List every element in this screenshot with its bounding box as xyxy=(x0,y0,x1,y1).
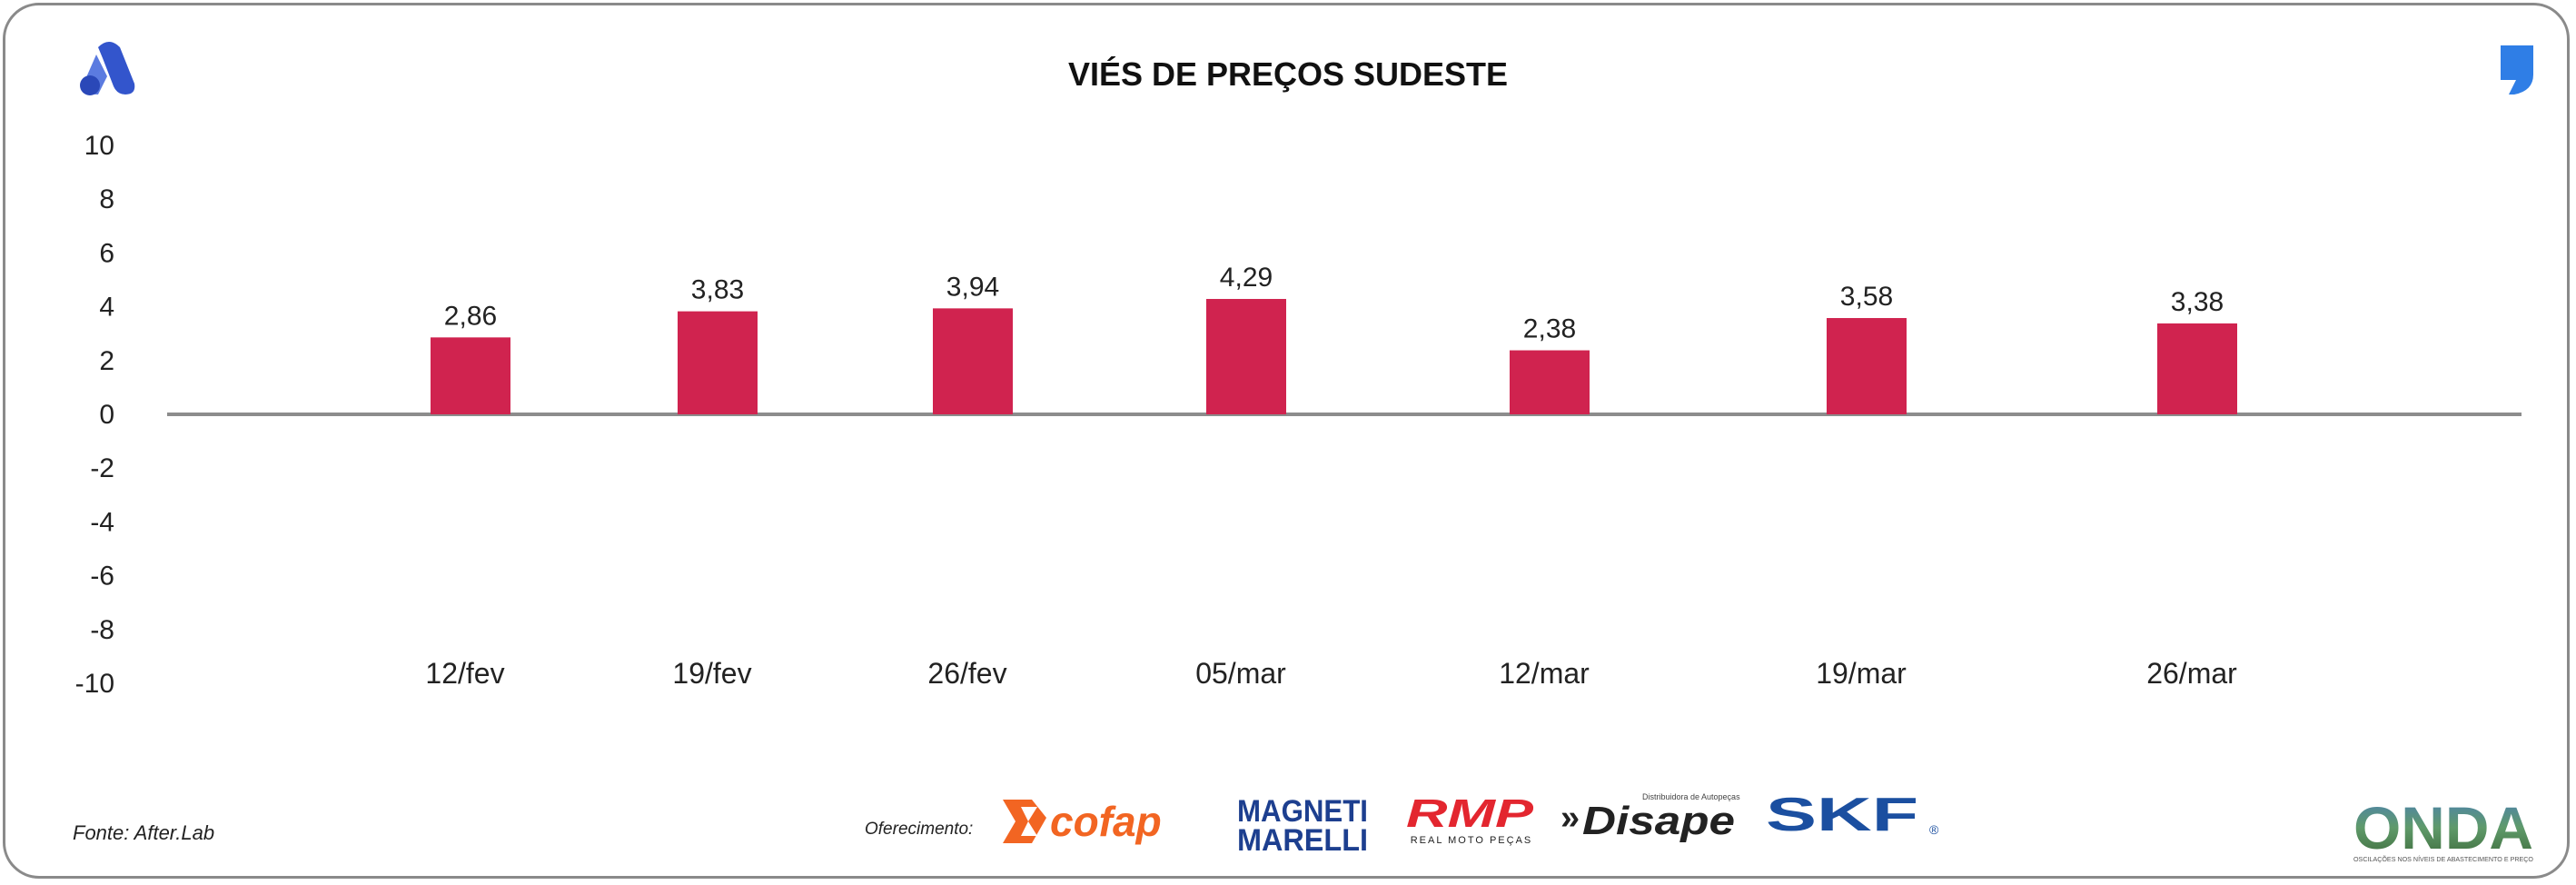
cofap-logo: cofap xyxy=(1003,798,1162,845)
svg-text:Distribuidora de Autopeças: Distribuidora de Autopeças xyxy=(1642,792,1740,801)
bar xyxy=(431,337,510,414)
y-tick-label: 6 xyxy=(99,238,114,268)
x-tick-label: 26/fev xyxy=(927,657,1006,690)
y-tick-label: 0 xyxy=(99,400,114,430)
sponsor-label: Oferecimento: xyxy=(865,820,973,839)
bar xyxy=(2157,323,2237,414)
bar-value-label: 4,29 xyxy=(1220,263,1273,293)
svg-text:ONDA: ONDA xyxy=(2353,794,2533,861)
bar xyxy=(1827,318,1907,414)
cofap-logo-text: cofap xyxy=(1050,798,1162,845)
svg-text:MARELLI: MARELLI xyxy=(1237,823,1368,858)
bar xyxy=(1206,299,1286,414)
chart-title: VIÉS DE PREÇOS SUDESTE xyxy=(1068,55,1508,93)
y-tick-label: -8 xyxy=(90,615,114,645)
bars xyxy=(431,299,2237,414)
bar-value-label: 3,94 xyxy=(946,272,999,302)
disape-chevrons: » xyxy=(1560,799,1580,837)
onda-logo: ONDA OSCILAÇÕES NOS NÍVEIS DE ABASTECIME… xyxy=(2353,794,2534,863)
y-tick-label: -2 xyxy=(90,453,114,483)
y-tick-label: -6 xyxy=(90,562,114,592)
svg-text:®: ® xyxy=(1929,822,1939,837)
y-axis-ticks: 10 8 6 4 2 0 -2 -4 -6 -8 -10 xyxy=(75,131,114,699)
y-tick-label: 8 xyxy=(99,184,114,214)
svg-text:SKF: SKF xyxy=(1766,789,1918,841)
bar-value-label: 3,83 xyxy=(691,275,744,305)
svg-text:RMP: RMP xyxy=(1406,791,1534,836)
y-tick-label: 10 xyxy=(84,131,114,161)
bar-value-label: 3,38 xyxy=(2171,287,2224,317)
x-tick-label: 12/mar xyxy=(1499,657,1590,690)
bar-value-label: 2,38 xyxy=(1523,314,1576,344)
y-tick-label: 2 xyxy=(99,346,114,376)
y-tick-label: -4 xyxy=(90,507,114,537)
bar-value-label: 3,58 xyxy=(1840,282,1893,312)
svg-text:MAGNETI: MAGNETI xyxy=(1237,794,1368,829)
chart-card xyxy=(3,3,2570,879)
bar xyxy=(678,311,758,414)
bar-value-label: 2,86 xyxy=(444,301,497,331)
x-tick-label: 12/fev xyxy=(425,657,504,690)
svg-text:Disape: Disape xyxy=(1582,799,1735,843)
svg-text:OSCILAÇÕES NOS NÍVEIS DE ABAST: OSCILAÇÕES NOS NÍVEIS DE ABASTECIMENTO E… xyxy=(2353,855,2534,863)
x-tick-label: 19/fev xyxy=(672,657,751,690)
stylized-a-logo-icon xyxy=(80,42,135,95)
x-tick-label: 05/mar xyxy=(1195,657,1286,690)
y-tick-label: -10 xyxy=(75,669,114,699)
x-axis-labels: 12/fev 19/fev 26/fev 05/mar 12/mar 19/mar 26/m… xyxy=(425,657,2237,690)
y-tick-label: 4 xyxy=(99,293,114,323)
x-tick-label: 19/mar xyxy=(1816,657,1907,690)
rmp-logo: RMP REAL MOTO PEÇAS xyxy=(1406,791,1534,846)
bar xyxy=(1510,350,1590,414)
value-labels: 2,86 3,83 3,94 4,29 2,38 3,58 3,38 xyxy=(444,263,2224,344)
disape-logo: Distribuidora de Autopeças » Disape xyxy=(1560,792,1740,843)
bar xyxy=(933,308,1013,414)
source-note: Fonte: After.Lab xyxy=(73,821,214,844)
x-tick-label: 26/mar xyxy=(2146,657,2237,690)
magneti-marelli-logo: MAGNETI MARELLI xyxy=(1237,794,1368,858)
skf-logo: SKF ® xyxy=(1766,789,1939,841)
svg-text:REAL MOTO PEÇAS: REAL MOTO PEÇAS xyxy=(1411,835,1533,846)
comma-quote-icon xyxy=(2501,45,2533,94)
